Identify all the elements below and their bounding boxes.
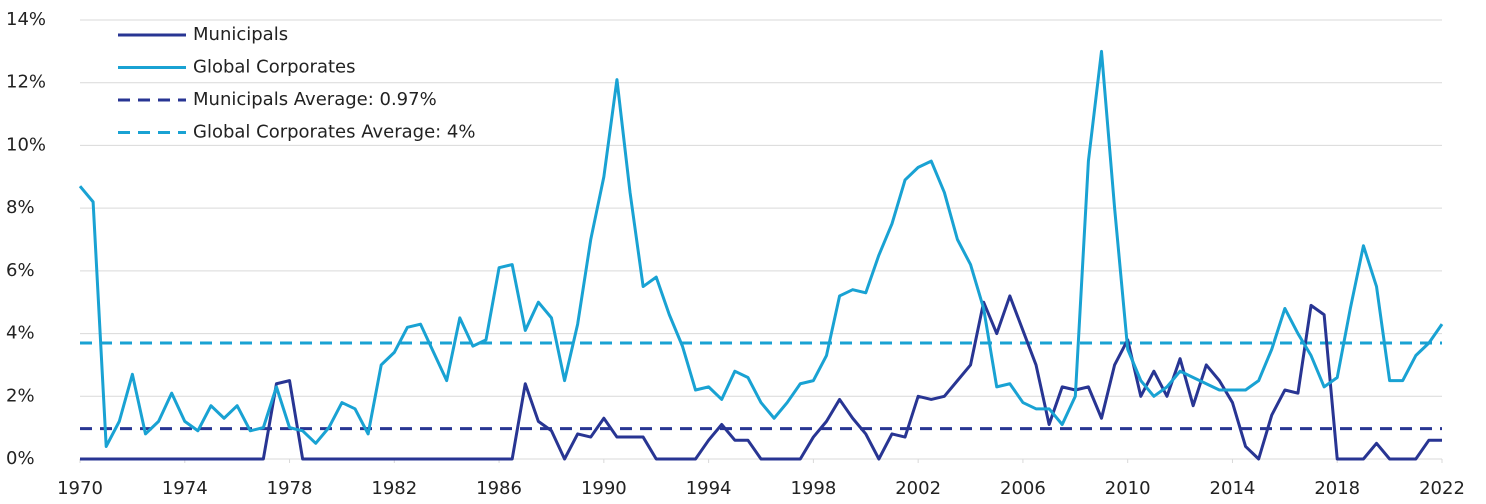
x-tick-label: 2006 <box>1000 478 1046 499</box>
x-tick-label: 1994 <box>686 478 732 499</box>
x-tick-label: 1982 <box>371 478 417 499</box>
x-tick-label: 1986 <box>476 478 522 499</box>
legend-label: Global Corporates <box>193 57 356 78</box>
x-tick-label: 2018 <box>1314 478 1360 499</box>
legend-label: Municipals <box>193 24 288 45</box>
legend-label: Global Corporates Average: 4% <box>193 122 475 143</box>
y-tick-label: 12% <box>6 72 46 93</box>
y-tick-label: 8% <box>6 197 35 218</box>
series-line <box>80 294 1442 461</box>
x-tick-label: 2014 <box>1210 478 1256 499</box>
legend-label: Municipals Average: 0.97% <box>193 89 437 110</box>
x-tick-label: 2002 <box>895 478 941 499</box>
x-tick-label: 1978 <box>267 478 313 499</box>
x-tick-label: 1970 <box>57 478 103 499</box>
y-tick-label: 6% <box>6 260 35 281</box>
x-tick-label: 2022 <box>1419 478 1465 499</box>
x-tick-label: 2010 <box>1105 478 1151 499</box>
x-tick-label: 1998 <box>790 478 836 499</box>
x-tick-label: 1990 <box>581 478 627 499</box>
y-tick-label: 14% <box>6 9 46 30</box>
y-tick-label: 10% <box>6 134 46 155</box>
y-tick-label: 0% <box>6 448 35 469</box>
y-tick-label: 4% <box>6 323 35 344</box>
x-tick-label: 1974 <box>162 478 208 499</box>
series-line <box>78 49 1444 448</box>
y-tick-label: 2% <box>6 385 35 406</box>
